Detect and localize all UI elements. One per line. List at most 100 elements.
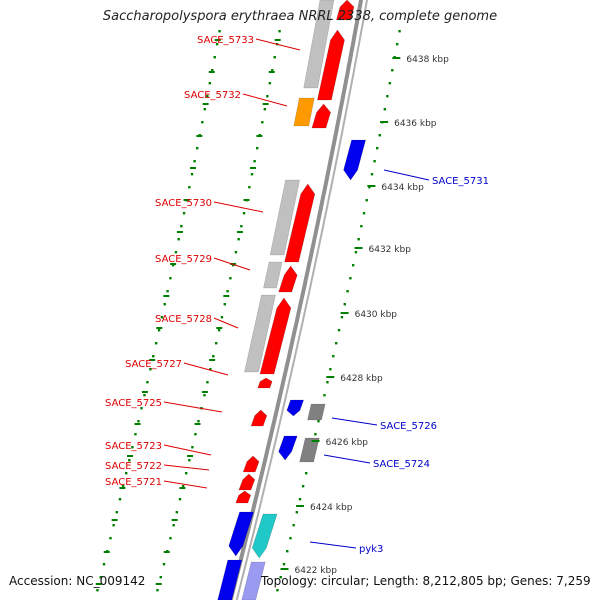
ruler-dot [203, 394, 206, 397]
ruler-dot [248, 186, 251, 189]
ruler-dot [273, 56, 276, 59]
ruler-dot [289, 537, 292, 540]
ruler-dot [209, 368, 212, 371]
ruler-dot [357, 238, 360, 241]
scale-label: 6436 kbp [394, 119, 437, 129]
label-leader [163, 464, 210, 471]
ruler-dot [152, 355, 155, 358]
ruler-dot [340, 316, 344, 319]
ruler-dot [329, 368, 332, 371]
ruler-dot [279, 576, 282, 579]
label-leader [309, 541, 357, 549]
ruler-dot [206, 95, 209, 98]
label-leader [213, 257, 251, 271]
ruler-dot [121, 485, 125, 488]
gray-feature [269, 179, 300, 256]
scale-label: 6424 kbp [310, 503, 353, 513]
gene-label: SACE_5731 [432, 176, 489, 187]
gene-label: SACE_5732 [184, 90, 241, 101]
ruler-dot [125, 472, 128, 475]
gene-arrow [317, 29, 345, 101]
gene-arrow [242, 455, 260, 473]
label-leader [183, 362, 229, 376]
gene-arrow [311, 103, 331, 129]
gene-label: SACE_5726 [380, 421, 437, 432]
ruler-dot [212, 355, 215, 358]
scale-label: 6422 kbp [295, 566, 338, 576]
label-leader [331, 417, 378, 426]
ruler-dot [220, 316, 224, 319]
ruler-dot [159, 576, 162, 579]
ruler-dot [160, 316, 164, 319]
ruler-dot [191, 446, 194, 449]
ruler-dot [171, 264, 175, 267]
gene-arrow [286, 399, 305, 417]
ruler-dot [286, 550, 289, 553]
ruler-dot [301, 485, 305, 488]
ruler-dot [292, 524, 295, 527]
ruler-dot [166, 290, 169, 293]
ruler-dot [140, 407, 143, 410]
ruler-dot [362, 212, 366, 215]
ruler-dot [242, 212, 246, 215]
ruler-dot [175, 511, 179, 514]
ruler-dot [278, 30, 281, 33]
gene-box [293, 97, 315, 127]
ruler-dot [162, 563, 166, 566]
ruler-dot [298, 498, 302, 501]
ruler-dot [268, 82, 272, 85]
gene-label: SACE_5722 [105, 461, 162, 472]
ruler-dot [376, 147, 379, 150]
ruler-dot [253, 160, 256, 163]
backbone-strand [228, 0, 364, 600]
ruler-dot [172, 524, 175, 527]
label-leader [383, 169, 430, 181]
gene-arrow [284, 183, 316, 263]
scale-labels: 6438 kbp 6436 kbp 6434 kbp 6432 kbp 6430 kbp… [280, 55, 449, 576]
ruler-dot [326, 381, 329, 384]
ruler-dot [215, 43, 219, 46]
scale-label: 6428 kbp [340, 374, 383, 384]
ruler-dot [178, 498, 182, 501]
ruler-dot [386, 95, 389, 98]
ruler-dot [211, 69, 214, 72]
gray-feature [244, 294, 276, 373]
scale-label: 6432 kbp [369, 245, 412, 255]
ruler-dot [163, 303, 166, 306]
ruler-dot [102, 563, 106, 566]
ruler-dot [206, 381, 209, 384]
ruler-dot [118, 498, 122, 501]
ruler-dot [201, 121, 204, 124]
ruler-dot [156, 589, 159, 592]
topology-text: Topology: circular; Length: 8,212,805 bp… [261, 574, 591, 588]
ruler-dot [349, 277, 352, 280]
ruler-dot [115, 511, 119, 514]
ruler-dot [334, 342, 338, 345]
ruler-dot [332, 355, 335, 358]
ruler-dot [314, 433, 317, 436]
ruler-dot [96, 589, 99, 592]
ruler-dot [263, 108, 267, 111]
gray-feature [303, 0, 335, 89]
ruler-dot [370, 173, 374, 176]
ruler-dot [346, 290, 349, 293]
label-leader [163, 444, 212, 456]
ruler-dot [229, 277, 232, 280]
ruler-dot [149, 368, 152, 371]
ruler-dot [317, 420, 320, 423]
ruler-dot [250, 173, 254, 176]
ruler-dot [240, 225, 243, 228]
ruler-dot [261, 121, 264, 124]
ruler-dot [99, 576, 102, 579]
gray-feature [263, 261, 283, 289]
ruler-dot [181, 485, 185, 488]
ruler-dot [256, 147, 259, 150]
ruler-dot [157, 329, 161, 332]
gene-label: pyk3 [359, 544, 383, 555]
ruler-dot [190, 173, 194, 176]
ruler-dot [169, 537, 172, 540]
ruler-dot [365, 199, 368, 202]
gene-arrow [250, 409, 268, 427]
gene-arrow [336, 0, 355, 21]
